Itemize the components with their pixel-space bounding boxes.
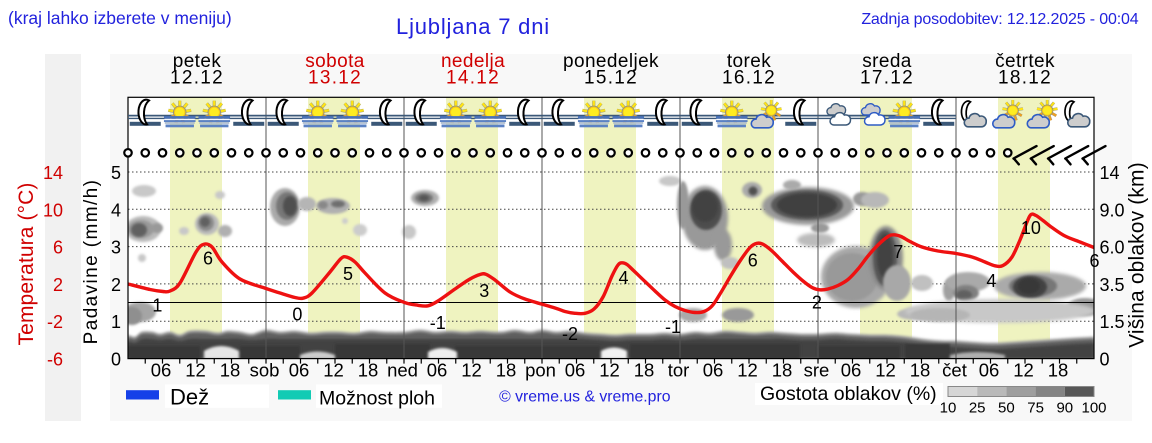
svg-text:sreda: sreda (862, 51, 912, 72)
svg-text:06: 06 (703, 360, 724, 381)
svg-text:2: 2 (53, 275, 63, 295)
svg-text:10: 10 (43, 200, 63, 220)
svg-text:12.12: 12.12 (170, 68, 224, 89)
svg-text:16.12: 16.12 (722, 68, 776, 89)
svg-text:6.0: 6.0 (1100, 238, 1125, 258)
svg-text:1: 1 (111, 312, 121, 332)
svg-text:sob: sob (250, 360, 280, 381)
svg-text:06: 06 (289, 360, 310, 381)
svg-text:četrtek: četrtek (995, 51, 1055, 72)
svg-text:12: 12 (1013, 360, 1034, 381)
svg-text:6: 6 (203, 249, 213, 269)
svg-text:0: 0 (1100, 350, 1110, 370)
svg-text:06: 06 (151, 360, 172, 381)
svg-text:4: 4 (986, 271, 996, 291)
svg-text:-2: -2 (47, 312, 63, 332)
svg-text:18: 18 (220, 360, 241, 381)
svg-text:14.12: 14.12 (446, 68, 500, 89)
svg-text:1.5: 1.5 (1100, 312, 1125, 332)
svg-text:3: 3 (479, 281, 489, 301)
svg-text:Ljubljana 7 dni: Ljubljana 7 dni (396, 14, 550, 39)
svg-text:4: 4 (111, 200, 121, 220)
svg-text:torek: torek (727, 51, 771, 72)
svg-text:50: 50 (998, 400, 1015, 417)
svg-text:5: 5 (111, 163, 121, 183)
svg-text:12: 12 (875, 360, 896, 381)
svg-text:18.12: 18.12 (998, 68, 1052, 89)
svg-text:3: 3 (111, 238, 121, 258)
svg-text:Temperatura (°C): Temperatura (°C) (15, 183, 38, 346)
svg-text:06: 06 (427, 360, 448, 381)
svg-text:-1: -1 (430, 313, 446, 333)
svg-text:13.12: 13.12 (308, 68, 362, 89)
svg-text:7: 7 (893, 242, 903, 262)
svg-text:5: 5 (343, 264, 353, 284)
svg-text:-2: -2 (562, 324, 578, 344)
svg-text:Dež: Dež (170, 385, 209, 410)
svg-text:0: 0 (111, 350, 121, 370)
svg-text:© vreme.us & vreme.pro: © vreme.us & vreme.pro (499, 389, 671, 406)
svg-text:Višina oblakov (km): Višina oblakov (km) (1126, 162, 1149, 348)
svg-text:18: 18 (910, 360, 931, 381)
svg-text:06: 06 (565, 360, 586, 381)
svg-text:18: 18 (634, 360, 655, 381)
svg-text:18: 18 (1048, 360, 1069, 381)
svg-text:-6: -6 (47, 350, 63, 370)
svg-text:pon: pon (525, 360, 556, 381)
svg-text:Zadnja posodobitev: 12.12.2025: Zadnja posodobitev: 12.12.2025 - 00:04 (861, 11, 1138, 28)
svg-text:6: 6 (53, 238, 63, 258)
svg-text:9.0: 9.0 (1100, 200, 1125, 220)
svg-text:3.5: 3.5 (1100, 275, 1125, 295)
svg-text:12: 12 (185, 360, 206, 381)
svg-text:sre: sre (804, 360, 830, 381)
svg-text:18: 18 (496, 360, 517, 381)
svg-text:4: 4 (618, 268, 628, 288)
svg-text:06: 06 (841, 360, 862, 381)
svg-text:ned: ned (387, 360, 418, 381)
svg-text:75: 75 (1027, 400, 1044, 417)
svg-text:čet: čet (942, 360, 967, 381)
svg-text:Padavine (mm/h): Padavine (mm/h) (81, 179, 102, 345)
svg-text:6: 6 (748, 251, 758, 271)
svg-text:15.12: 15.12 (584, 68, 638, 89)
svg-text:-1: -1 (665, 317, 681, 337)
svg-text:(kraj lahko izberete v meniju): (kraj lahko izberete v meniju) (8, 8, 232, 28)
svg-text:12: 12 (323, 360, 344, 381)
svg-text:petek: petek (173, 51, 222, 72)
svg-text:18: 18 (358, 360, 379, 381)
svg-text:12: 12 (737, 360, 758, 381)
svg-text:14: 14 (43, 163, 63, 183)
svg-text:tor: tor (668, 360, 690, 381)
svg-text:17.12: 17.12 (860, 68, 914, 89)
svg-text:10: 10 (1021, 218, 1041, 238)
svg-text:0: 0 (292, 305, 302, 325)
svg-text:nedelja: nedelja (441, 51, 505, 72)
svg-text:14: 14 (1100, 163, 1120, 183)
svg-text:25: 25 (969, 400, 986, 417)
svg-text:12: 12 (461, 360, 482, 381)
svg-text:90: 90 (1056, 400, 1073, 417)
svg-text:18: 18 (772, 360, 793, 381)
svg-text:10: 10 (940, 400, 957, 417)
svg-text:12: 12 (599, 360, 620, 381)
svg-text:2: 2 (111, 275, 121, 295)
svg-text:100: 100 (1081, 400, 1106, 417)
svg-text:Možnost ploh: Možnost ploh (319, 388, 435, 410)
svg-text:1: 1 (152, 296, 162, 316)
svg-text:06: 06 (979, 360, 1000, 381)
svg-text:ponedeljek: ponedeljek (563, 51, 659, 72)
svg-text:2: 2 (812, 293, 822, 313)
svg-text:sobota: sobota (305, 51, 364, 72)
svg-text:Gostota oblakov (%): Gostota oblakov (%) (760, 383, 937, 405)
